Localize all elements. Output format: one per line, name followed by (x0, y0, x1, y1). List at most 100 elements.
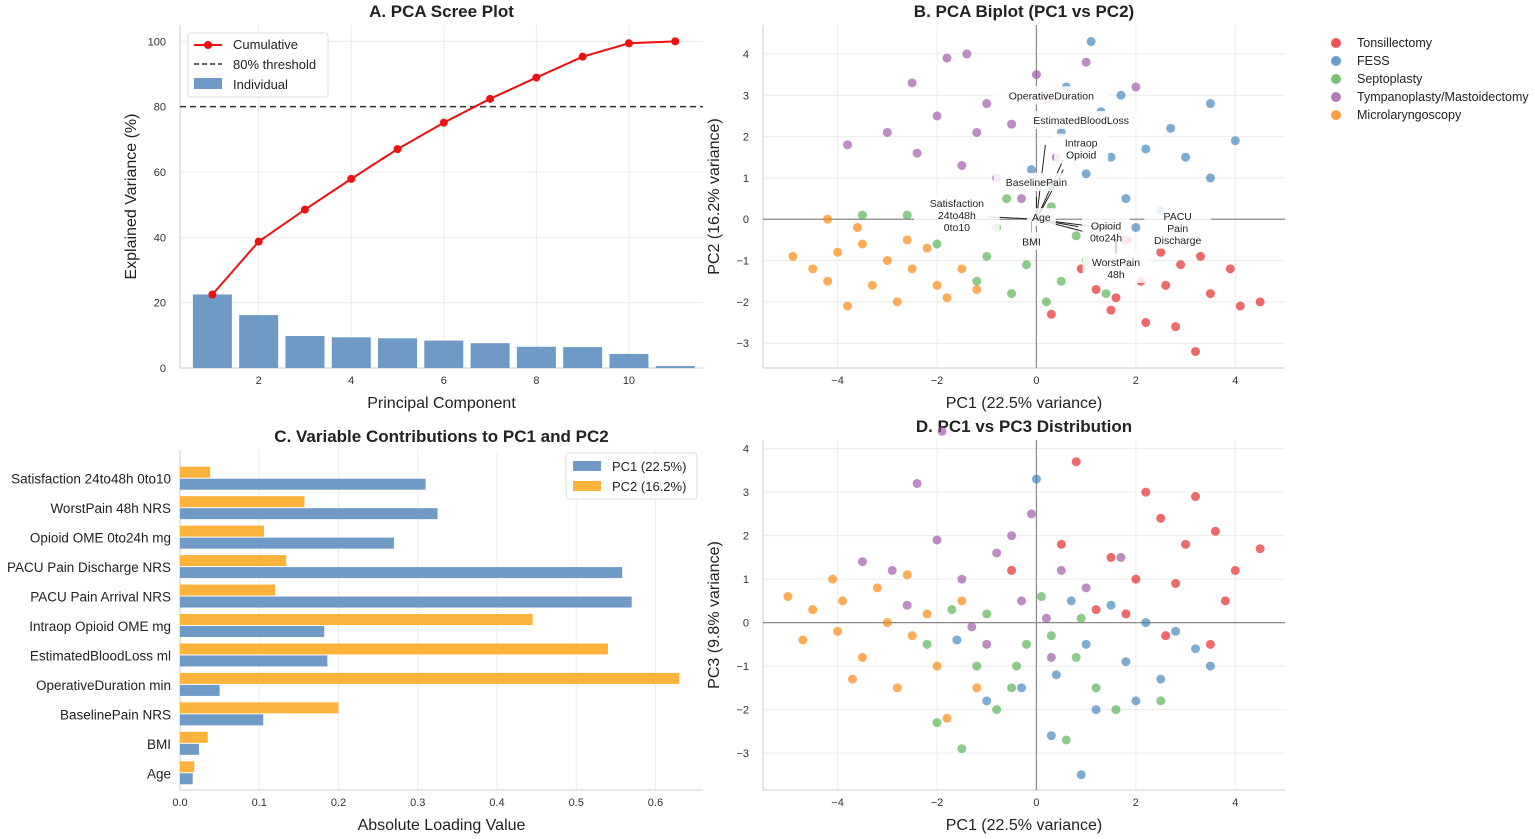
scatter-point (957, 574, 967, 584)
scatter-point (1230, 565, 1240, 575)
bar-individual (424, 340, 464, 368)
loading-label-line: Age (1032, 212, 1051, 224)
scatter-point (1026, 165, 1036, 175)
scatter-point (932, 535, 942, 545)
bar-individual (609, 353, 649, 368)
loading-label: Age (1026, 208, 1056, 227)
axis-spine (762, 440, 1285, 791)
scatter-point (1091, 605, 1101, 615)
scatter-point (982, 609, 992, 619)
scatter-point (1225, 264, 1235, 274)
cumulative-point (671, 37, 680, 46)
scatter-point (912, 478, 922, 488)
scatter-point (907, 631, 917, 641)
bar-individual (470, 343, 510, 368)
legend-label: PC1 (22.5%) (612, 459, 686, 474)
x-tick-label: 6 (441, 375, 447, 387)
axis-spine (762, 25, 1285, 369)
loading-label-line: Discharge (1154, 235, 1201, 247)
category-label: Intraop Opioid OME mg (29, 619, 171, 634)
scatter-point (1116, 90, 1126, 100)
scatter-point (1111, 705, 1121, 715)
scatter-point (872, 583, 882, 593)
bar-pc2 (180, 525, 264, 537)
scatter-point (1046, 652, 1056, 662)
y-tick-label: −1 (736, 661, 749, 673)
scatter-point (1210, 526, 1220, 536)
scatter-point (1156, 247, 1166, 257)
y-tick-label: 2 (743, 132, 749, 144)
scatter-point (1131, 696, 1141, 706)
loading-label-text: Age (1032, 212, 1051, 224)
scatter-point (1156, 696, 1166, 706)
scatter-point (1091, 683, 1101, 693)
scatter-point (1191, 346, 1201, 356)
scatter-point (912, 148, 922, 158)
x-tick-label: 0.5 (569, 797, 584, 809)
scatter-point (1017, 683, 1027, 693)
loading-label-line: EstimatedBloodLoss (1033, 115, 1129, 127)
scatter-point (828, 574, 838, 584)
legend-marker-icon (1331, 38, 1341, 48)
legend-label: 80% threshold (233, 57, 316, 72)
x-axis-label: Absolute Loading Value (358, 817, 526, 834)
scatter-point (1121, 609, 1131, 619)
scatter-point (957, 264, 967, 274)
x-tick-label: −2 (931, 797, 944, 809)
scatter-point (1131, 574, 1141, 584)
bar-individual (239, 315, 279, 368)
cumulative-point (439, 118, 448, 127)
scatter-point (1017, 596, 1027, 606)
legend-box (187, 32, 329, 98)
scatter-point (937, 426, 947, 436)
panel-title: C. Variable Contributions to PC1 and PC2 (274, 427, 608, 446)
y-tick-label: 1 (743, 574, 749, 586)
loading-label-box (914, 194, 1000, 237)
cumulative-point (624, 39, 633, 48)
scatter-point (1041, 613, 1051, 623)
loading-label-text: OperativeDuration (1009, 90, 1094, 102)
loading-label-line: OperativeDuration (1009, 90, 1094, 102)
bar-individual (378, 338, 418, 368)
bar-pc2 (180, 555, 287, 567)
scatter-point (1041, 297, 1051, 307)
legend-label: Individual (233, 77, 288, 92)
scatter-point (1205, 289, 1215, 299)
loading-label: OperativeDuration (992, 86, 1110, 105)
loading-label-text: BMI (1022, 236, 1041, 248)
scatter-point (1056, 276, 1066, 286)
legend: Cumulative 80% threshold Individual (187, 32, 329, 98)
scatter-point (1026, 509, 1036, 519)
x-tick-label: 0.4 (489, 797, 504, 809)
scatter-point (1205, 99, 1215, 109)
bar-individual (655, 366, 695, 368)
scatter-point (1012, 661, 1022, 671)
scatter-point (823, 276, 833, 286)
scatter-point (1007, 683, 1017, 693)
cumulative-point (532, 73, 541, 82)
scatter-point (1141, 618, 1151, 628)
scatter-point (1046, 731, 1056, 741)
y-tick-label: 1 (743, 173, 749, 185)
scatter-point (843, 140, 853, 150)
scatter-point (1106, 552, 1116, 562)
scatter-point (1205, 639, 1215, 649)
scatter-point (1220, 596, 1230, 606)
x-tick-label: 0.2 (331, 797, 346, 809)
scatter-point (1066, 596, 1076, 606)
x-tick-label: 4 (348, 375, 354, 387)
scatter-point (1195, 251, 1205, 261)
scatter-point (982, 99, 992, 109)
legend-label: FESS (1357, 54, 1390, 68)
scatter-point (1166, 123, 1176, 133)
legend-marker-icon (204, 41, 212, 49)
x-tick-label: 2 (1133, 375, 1139, 387)
x-tick-label: −4 (831, 375, 844, 387)
y-tick-label: 4 (743, 49, 749, 61)
scatter-point (1002, 194, 1012, 204)
bar-pc2 (180, 584, 276, 596)
y-tick-label: 80 (154, 102, 166, 114)
bar-pc1 (180, 626, 325, 637)
loading-label: BaselinePain (993, 173, 1080, 192)
scatter-point (1017, 194, 1027, 204)
